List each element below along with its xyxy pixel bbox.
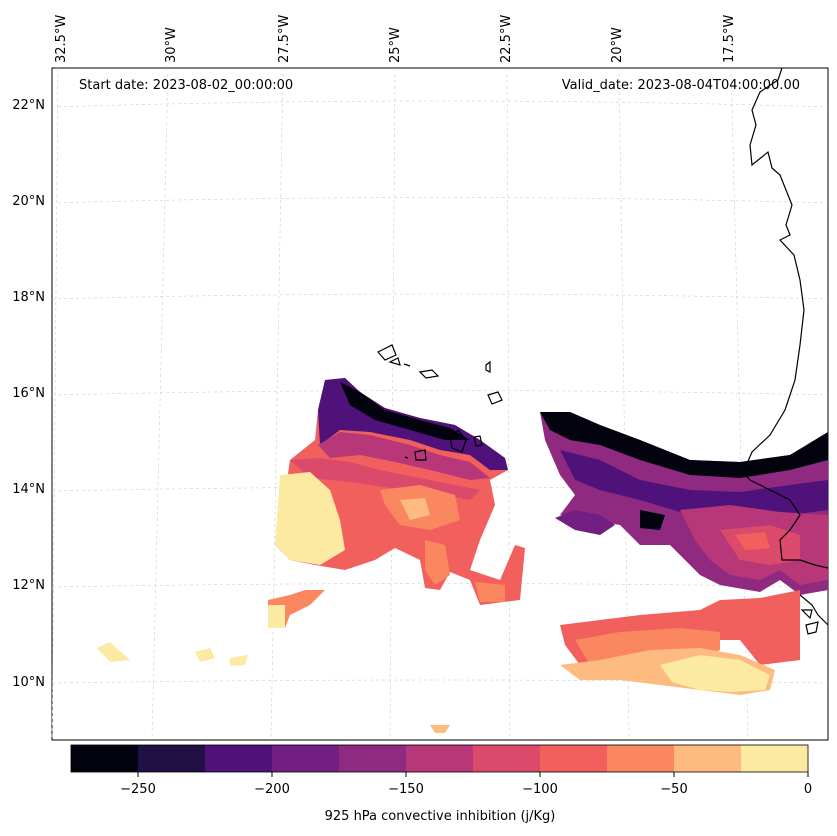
colorbar-swatch [272,745,340,772]
colorbar-swatch [138,745,206,772]
colorbar-swatch [540,745,608,772]
lat-label-14n: 14°N [12,482,45,497]
colorbar-label: 925 hPa convective inhibition (j/Kg) [324,809,556,824]
start-date-label: Start date: 2023-08-02_00:00:00 [79,78,294,93]
colorbar-swatch [339,745,407,772]
lat-label-20n: 20°N [12,194,45,209]
colorbar-swatch [71,745,139,772]
lon-label-32-5w: 32.5°W [54,14,69,63]
lat-label-22n: 22°N [12,98,45,113]
lat-label-12n: 12°N [12,578,45,593]
lon-label-22-5w: 22.5°W [499,14,514,63]
lat-label-16n: 16°N [12,386,45,401]
colorbar-swatch [205,745,273,772]
lon-label-27-5w: 27.5°W [277,14,292,63]
lon-label-20w: 20°W [610,27,625,63]
colorbar-swatch [406,745,474,772]
colorbar-swatch [473,745,541,772]
colorbar-tick-neg200: −200 [254,782,290,797]
colorbar-tick-neg100: −100 [522,782,558,797]
colorbar-swatch [741,745,809,772]
lat-label-10n: 10°N [12,675,45,690]
lon-label-25w: 25°W [388,27,403,63]
colorbar-tick-neg150: −150 [388,782,424,797]
colorbar-swatch [674,745,742,772]
colorbar-tick-neg250: −250 [120,782,156,797]
lon-label-17-5w: 17.5°W [722,14,737,63]
colorbar-tick-neg50: −50 [660,782,688,797]
lon-label-30w: 30°W [164,27,179,63]
cin-field [97,378,828,733]
colorbar-border [70,744,809,773]
colorbar-tick-0: 0 [803,782,813,797]
coastlines [377,67,829,635]
colorbar [70,744,809,777]
valid-date-label: Valid_date: 2023-08-04T04:00:00.00 [561,78,800,93]
colorbar-swatch [607,745,675,772]
lat-label-18n: 18°N [12,290,45,305]
